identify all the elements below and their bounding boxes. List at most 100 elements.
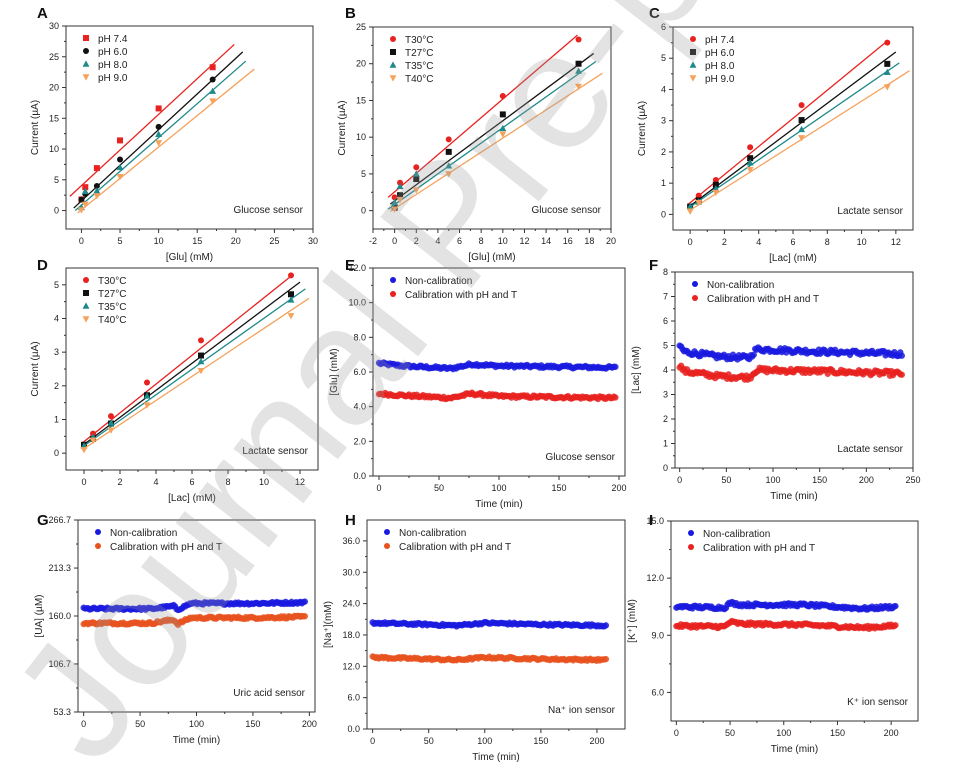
data-point xyxy=(107,419,115,426)
data-point xyxy=(445,136,452,143)
legend: Non-calibration Calibration with pH and T xyxy=(692,280,819,305)
legend-item: T40°C xyxy=(82,315,126,326)
y-tick-label: 7 xyxy=(663,292,668,302)
legend-item: Non-calibration xyxy=(384,528,466,539)
data-point xyxy=(93,182,100,189)
data-point xyxy=(288,291,294,298)
x-tick-label: 100 xyxy=(477,736,492,746)
legend: T30°C T27°C T35°C T40°C xyxy=(82,276,126,326)
panel-label: F xyxy=(649,257,658,274)
data-point xyxy=(209,87,217,94)
legend-item: Calibration with pH and T xyxy=(95,542,222,553)
series-1 xyxy=(369,653,610,665)
sensor-annotation: Glucose sensor xyxy=(532,205,602,216)
y-axis: 0 1 2 3 4 5 6 Current (µA) xyxy=(637,22,673,219)
x-tick-label: 4 xyxy=(756,237,761,247)
data-point xyxy=(397,192,404,199)
y-tick-label: 30.0 xyxy=(342,567,360,577)
legend-item: Non-calibration xyxy=(692,280,774,291)
legend-marker xyxy=(82,316,90,323)
x-tick-label: 0 xyxy=(81,719,86,729)
y-tick-label: 0 xyxy=(54,206,59,216)
legend: Non-calibration Calibration with pH and T xyxy=(688,529,815,554)
x-tick-label: 50 xyxy=(135,719,145,729)
data-point xyxy=(746,167,754,174)
data-point xyxy=(143,392,151,399)
data-point xyxy=(892,602,899,610)
series-3 xyxy=(686,70,910,215)
data-point xyxy=(116,174,124,181)
y-tick-label: 12.0 xyxy=(348,263,366,273)
data-point xyxy=(798,117,805,124)
x-tick-label: 15 xyxy=(192,236,202,246)
legend-item: pH 7.4 xyxy=(690,35,735,46)
y-axis: 0 1 2 3 4 5 Current (µA) xyxy=(30,280,66,458)
data-point xyxy=(116,163,124,171)
x-tick-label: 8 xyxy=(479,236,484,246)
y-tick-label: 3 xyxy=(663,390,668,400)
legend-item: T35°C xyxy=(389,61,433,72)
y-tick-label: 2.0 xyxy=(353,436,366,446)
plot-frame xyxy=(366,519,626,730)
panel-label: B xyxy=(345,5,356,22)
x-axis: 0 2 4 6 8 10 12 [Lac] (mM) xyxy=(81,470,305,504)
y-tick-label: 4.0 xyxy=(353,402,366,412)
y-tick-label: 18.0 xyxy=(342,630,360,640)
panel-e: E 0 50 100 150 200 Time (min) 0.0 2.0 4.0 6.0 8.0 10… xyxy=(329,257,627,510)
y-tick-label: 160.0 xyxy=(48,611,71,621)
series-0 xyxy=(387,34,582,201)
legend-marker xyxy=(83,290,89,296)
y-tick-label: 20 xyxy=(356,59,366,69)
sensor-annotation: Uric acid sensor xyxy=(233,688,305,699)
plot-frame xyxy=(670,520,919,722)
y-tick-label: 3 xyxy=(54,347,59,357)
data-point xyxy=(883,68,891,75)
y-axis-label: [UA] (µM) xyxy=(34,595,45,638)
data-point xyxy=(197,367,205,375)
y-tick-label: 5 xyxy=(361,169,366,179)
y-tick-label: 0 xyxy=(661,209,666,219)
legend-label: Non-calibration xyxy=(707,280,774,291)
data-point xyxy=(155,123,162,130)
legend-item: pH 9.0 xyxy=(82,73,128,84)
y-tick-label: 0.0 xyxy=(353,471,366,481)
series-2 xyxy=(387,60,597,210)
data-point xyxy=(898,352,906,359)
x-tick-label: 100 xyxy=(765,475,780,485)
legend-marker xyxy=(82,60,90,67)
y-tick-label: 0 xyxy=(54,448,59,458)
data-point xyxy=(396,196,404,204)
series-0 xyxy=(369,618,610,630)
fit-line xyxy=(77,68,255,214)
fit-line xyxy=(81,288,306,448)
data-point xyxy=(143,402,151,409)
y-tick-label: 2 xyxy=(661,147,666,157)
data-point xyxy=(499,111,506,118)
fit-line xyxy=(389,72,603,212)
x-tick-label: 30 xyxy=(308,236,318,246)
sensor-annotation: Na⁺ ion sensor xyxy=(548,705,616,716)
y-tick-label: 25 xyxy=(49,52,59,62)
data-point xyxy=(397,179,404,186)
legend-label: pH 8.0 xyxy=(705,61,735,72)
x-tick-label: 0 xyxy=(674,728,679,738)
data-point xyxy=(93,165,100,172)
x-axis-label: Time (min) xyxy=(173,735,220,746)
y-tick-label: 9.0 xyxy=(651,630,664,640)
legend-marker xyxy=(95,529,101,535)
legend-marker xyxy=(689,61,697,68)
data-point xyxy=(884,60,891,67)
panel-label: A xyxy=(37,5,48,22)
sensor-annotation: Lactate sensor xyxy=(837,206,903,217)
legend-label: pH 8.0 xyxy=(98,60,128,71)
y-tick-label: 4 xyxy=(54,314,59,324)
legend-item: T35°C xyxy=(82,302,126,313)
y-tick-label: 10.0 xyxy=(348,298,366,308)
legend-label: Calibration with pH and T xyxy=(405,290,517,301)
legend: T30°C T27°C T35°C T40°C xyxy=(389,35,433,85)
x-tick-label: 14 xyxy=(541,236,551,246)
x-axis-label: [Lac] (mM) xyxy=(168,493,216,504)
x-tick-label: 20 xyxy=(606,236,616,246)
y-tick-label: 8.0 xyxy=(353,332,366,342)
